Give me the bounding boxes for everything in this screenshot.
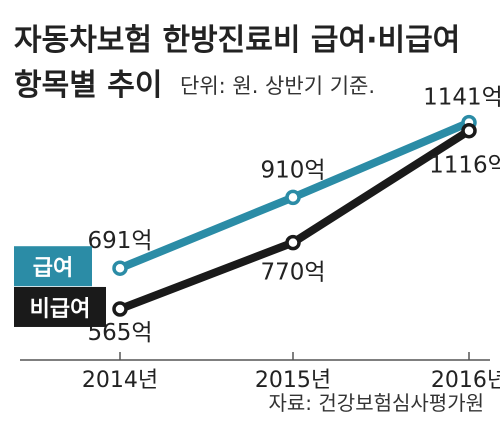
data-point-marker — [461, 122, 477, 139]
data-point-marker — [285, 234, 301, 251]
data-point-marker — [285, 189, 301, 206]
data-point-marker — [112, 260, 128, 276]
x-tick-label: 2016년 — [431, 368, 500, 393]
source-note: 자료: 건강보험심사평가원 — [269, 391, 485, 415]
legend-benefit-box — [14, 246, 92, 287]
data-label: 910억 — [260, 157, 325, 183]
data-label: 691억 — [87, 228, 152, 254]
unit-note: 단위: 원. 상반기 기준. — [180, 74, 375, 98]
data-label: 1116억 — [429, 153, 500, 179]
x-tick-label: 2015년 — [255, 368, 331, 393]
plot-area: 2014년 2015년 2016년691억910억1141억565억770억1116… — [14, 85, 500, 393]
chart-title-line1: 자동차보험 한방진료비 급여·비급여 — [14, 23, 460, 58]
data-label: 770억 — [260, 260, 325, 286]
legend-nonbenefit-box — [14, 286, 106, 327]
data-label: 1141억 — [423, 85, 500, 111]
legend-nonbenefit-label: 비급여 — [30, 297, 91, 322]
chart-title-line2: 항목별 추이 — [14, 68, 162, 103]
legend-benefit-label: 급여 — [33, 256, 73, 281]
data-point-marker — [112, 301, 128, 317]
x-tick-label: 2014년 — [82, 368, 158, 393]
